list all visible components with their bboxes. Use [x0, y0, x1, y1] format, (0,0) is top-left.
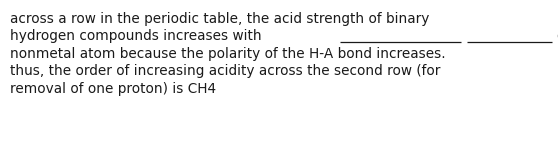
Text: across a row in the periodic table, the acid strength of binary: across a row in the periodic table, the …: [10, 12, 429, 26]
Text: of the: of the: [557, 29, 558, 43]
Text: nonmetal atom because the polarity of the H-A bond increases.: nonmetal atom because the polarity of th…: [10, 47, 446, 61]
Text: thus, the order of increasing acidity across the second row (for: thus, the order of increasing acidity ac…: [10, 64, 440, 78]
Text: hydrogen compounds increases with: hydrogen compounds increases with: [10, 29, 266, 43]
Text: removal of one proton) is CH4: removal of one proton) is CH4: [10, 82, 216, 96]
